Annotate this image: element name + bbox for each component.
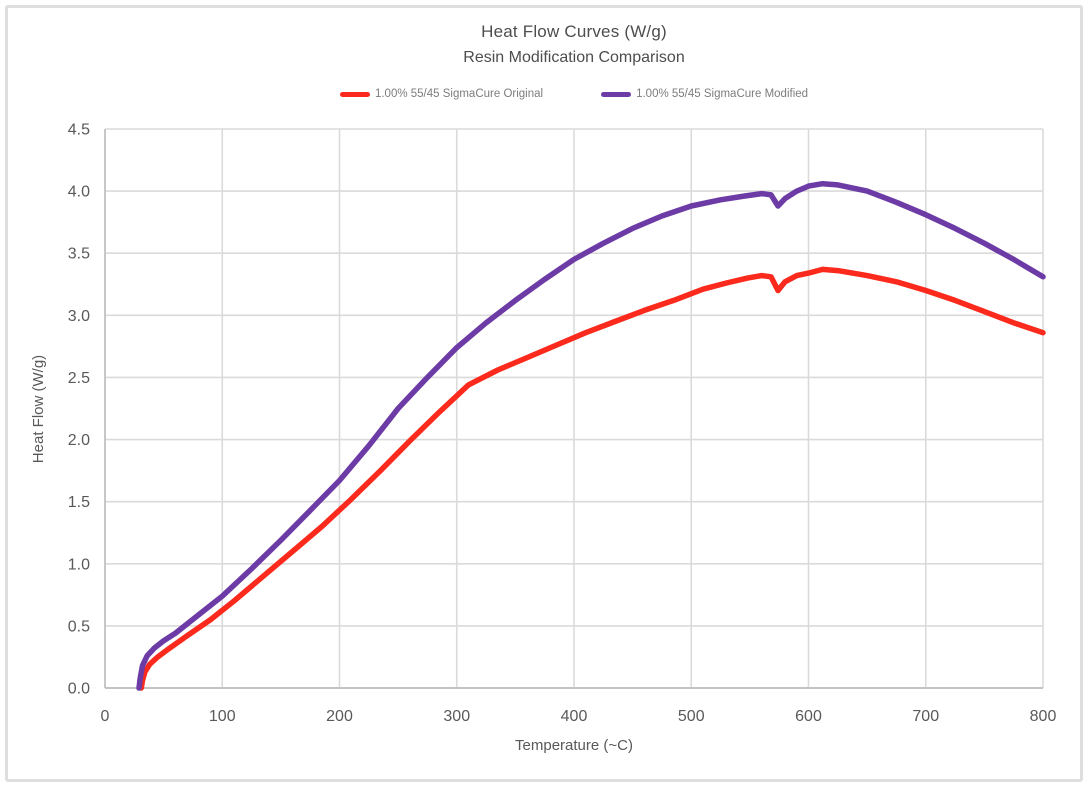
legend-entry-modified: 1.00% 55/45 SigmaCure Modified (601, 88, 808, 100)
y-tick-label: 3.5 (68, 246, 90, 263)
x-tick-label: 200 (326, 708, 353, 725)
legend-label-modified: 1.00% 55/45 SigmaCure Modified (636, 88, 809, 100)
y-tick-label: 4.0 (68, 184, 90, 201)
y-tick-label: 4.5 (68, 122, 90, 139)
y-tick-label: 0.0 (68, 681, 90, 698)
x-tick-label: 700 (912, 708, 939, 725)
y-tick-label: 2.5 (68, 370, 90, 387)
y-tick-label: 2.0 (68, 432, 90, 449)
series-line-original (138, 266, 1046, 691)
legend-entry-original: 1.00% 55/45 SigmaCure Original (339, 88, 544, 100)
legend-swatch-original (339, 91, 370, 97)
series-line-modified (136, 180, 1046, 691)
x-tick-label: 800 (1030, 708, 1057, 725)
x-tick-label: 100 (209, 708, 236, 725)
x-tick-label: 400 (561, 708, 588, 725)
legend-label-original: 1.00% 55/45 SigmaCure Original (374, 88, 544, 100)
y-tick-label: 1.0 (68, 556, 90, 573)
y-tick-label: 3.0 (68, 308, 90, 325)
chart-subtitle: Resin Modification Comparison (463, 49, 685, 66)
x-tick-label: 600 (795, 708, 822, 725)
x-tick-label: 0 (101, 708, 110, 725)
legend-swatch-modified (601, 91, 632, 97)
chart-title: Heat Flow Curves (W/g) (481, 22, 667, 41)
y-tick-label: 1.5 (68, 494, 90, 511)
legend: 1.00% 55/45 SigmaCure Original 1.00% 55/… (105, 88, 1043, 100)
x-tick-label: 300 (443, 708, 470, 725)
y-tick-label: 0.5 (68, 618, 90, 635)
x-tick-label: 500 (678, 708, 705, 725)
y-axis-title: Heat Flow (W/g) (30, 354, 47, 464)
x-axis-title: Temperature (~C) (515, 737, 633, 754)
